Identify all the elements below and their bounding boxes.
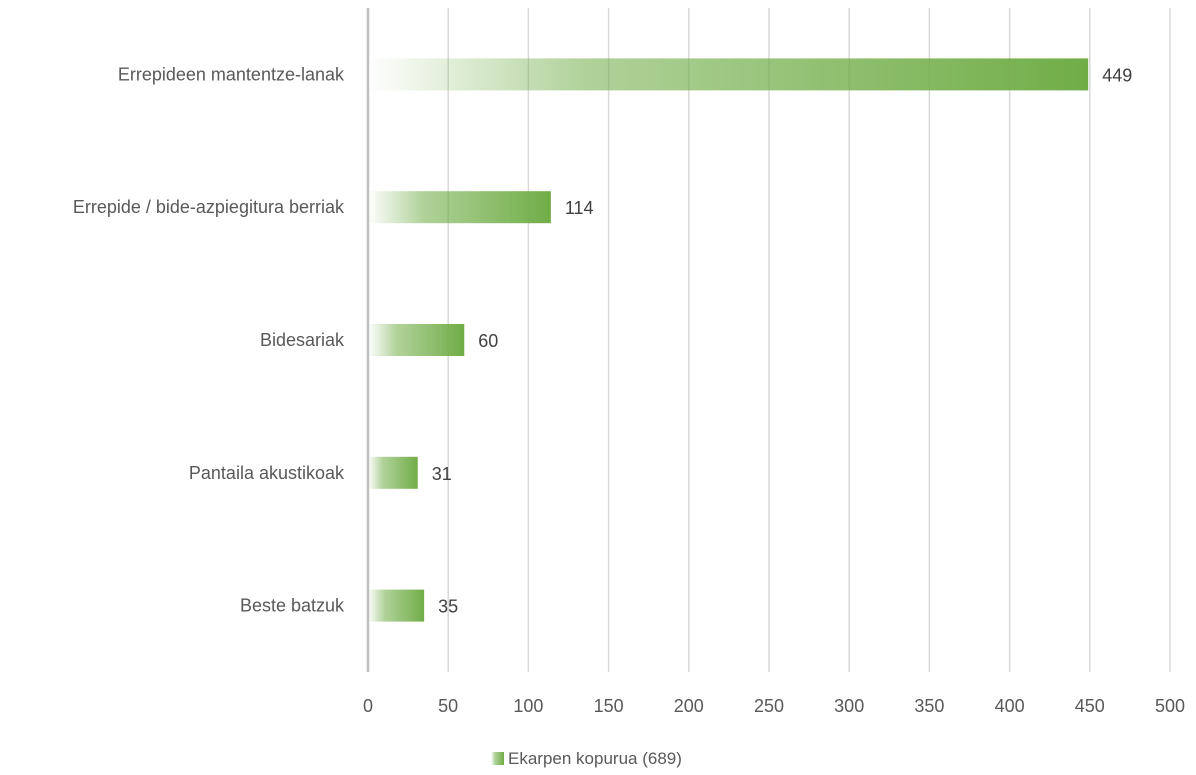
legend-swatch [491, 752, 504, 765]
x-tick-label: 350 [914, 696, 944, 716]
x-tick-label: 500 [1155, 696, 1185, 716]
data-label: 114 [565, 198, 594, 218]
category-label: Pantaila akustikoak [189, 463, 345, 483]
grid-layer [366, 8, 1171, 672]
category-label: Bidesariak [260, 330, 345, 350]
label-layer: 449 114 60 31 35 [432, 65, 1133, 616]
data-label: 60 [478, 331, 498, 351]
data-label: 449 [1102, 65, 1132, 85]
category-label: Errepideen mantentze-lanak [118, 64, 345, 84]
category-label-layer: Errepideen mantentze-lanak Errepide / bid… [73, 64, 345, 615]
legend-label: Ekarpen kopurua (689) [508, 749, 682, 768]
x-tick-label: 0 [363, 696, 373, 716]
category-label: Errepide / bide-azpiegitura berriak [73, 197, 345, 217]
x-tick-label: 450 [1075, 696, 1105, 716]
x-tick-label: 50 [438, 696, 458, 716]
x-tick-label: 200 [674, 696, 704, 716]
data-label: 31 [432, 464, 452, 484]
bar [368, 456, 418, 489]
x-tick-label: 300 [834, 696, 864, 716]
x-tick-layer: 0 50 100 150 200 250 300 350 400 450 500 [363, 696, 1185, 716]
category-label: Beste batzuk [240, 596, 345, 616]
bar [368, 324, 465, 356]
bar [368, 589, 425, 622]
bar [368, 191, 551, 224]
bar-layer [368, 58, 1089, 622]
x-tick-label: 400 [995, 696, 1025, 716]
x-tick-label: 250 [754, 696, 784, 716]
bar [368, 58, 1089, 91]
data-label: 35 [438, 597, 458, 617]
legend: Ekarpen kopurua (689) [491, 749, 682, 768]
x-tick-label: 150 [594, 696, 624, 716]
x-tick-label: 100 [513, 696, 543, 716]
